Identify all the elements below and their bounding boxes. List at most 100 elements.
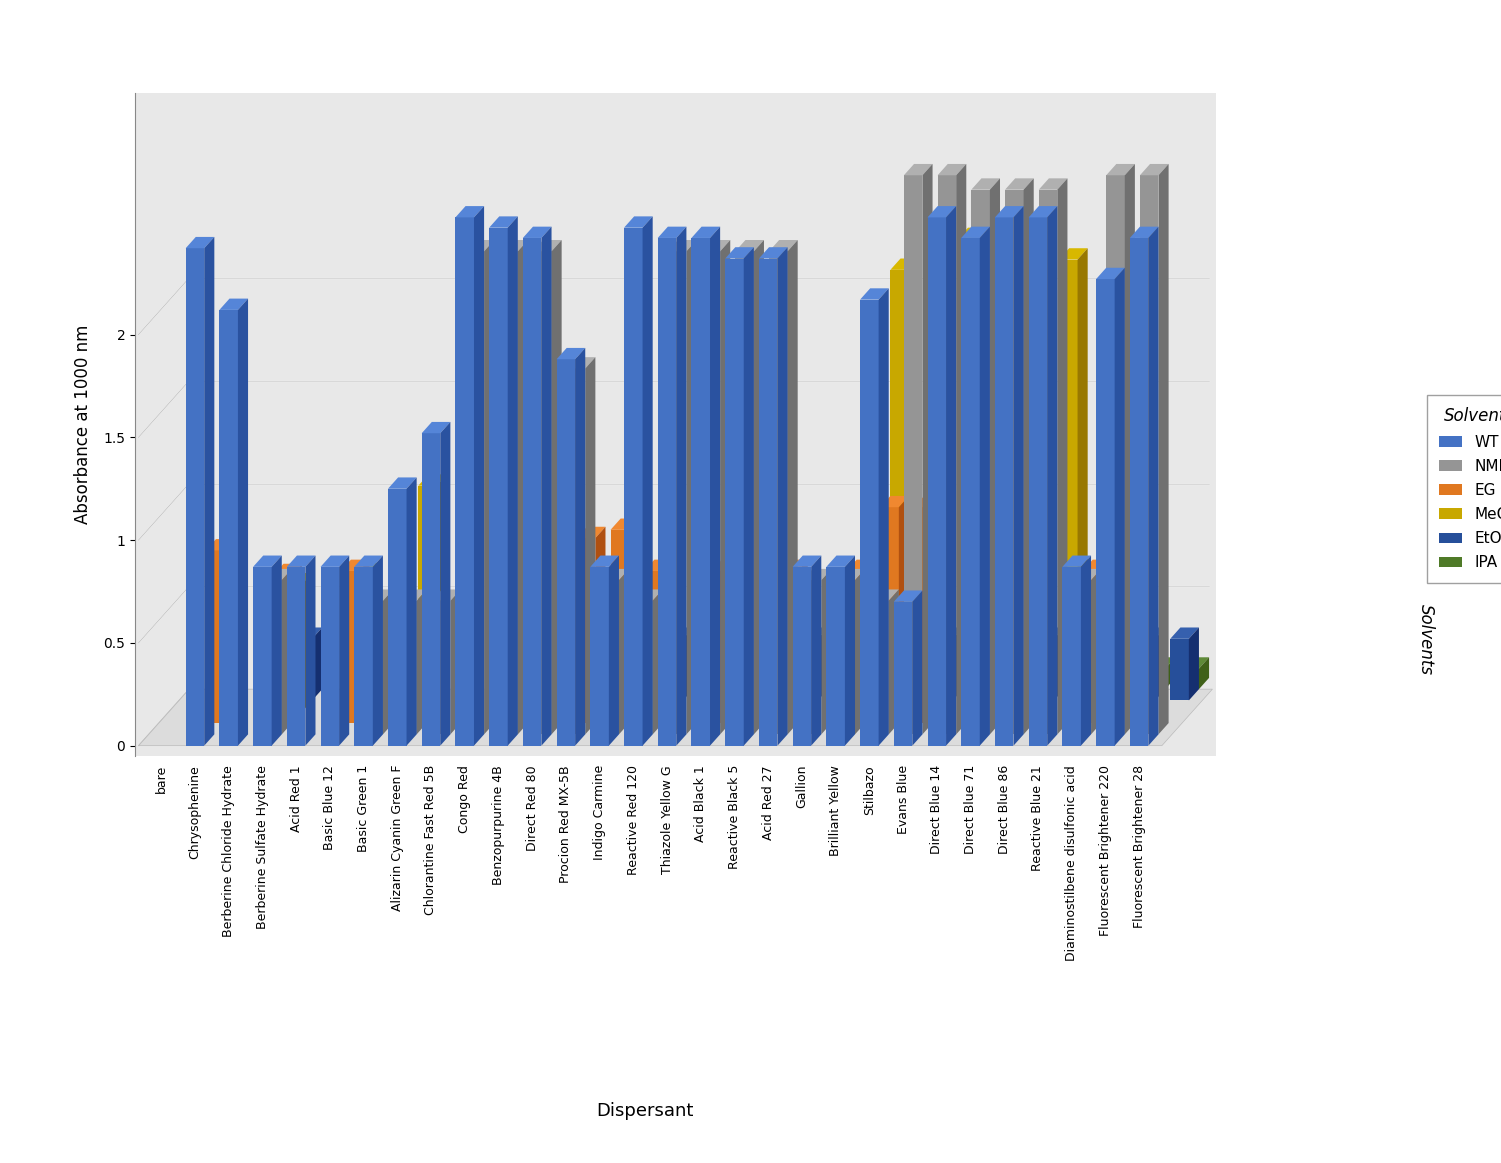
- Polygon shape: [793, 566, 811, 745]
- Polygon shape: [390, 657, 399, 690]
- Polygon shape: [809, 669, 829, 690]
- Polygon shape: [263, 580, 282, 734]
- Polygon shape: [407, 478, 417, 745]
- Polygon shape: [794, 657, 805, 690]
- Polygon shape: [563, 638, 582, 700]
- Polygon shape: [1079, 657, 1108, 669]
- Polygon shape: [657, 227, 686, 238]
- Polygon shape: [953, 628, 964, 700]
- Polygon shape: [932, 495, 943, 723]
- Polygon shape: [1060, 259, 1078, 712]
- Polygon shape: [573, 657, 602, 669]
- Polygon shape: [1013, 206, 1024, 745]
- Polygon shape: [557, 348, 585, 359]
- Polygon shape: [644, 559, 672, 571]
- Polygon shape: [239, 299, 248, 745]
- Polygon shape: [629, 519, 639, 723]
- Polygon shape: [746, 559, 775, 571]
- Polygon shape: [543, 548, 572, 558]
- Polygon shape: [1130, 227, 1159, 238]
- Polygon shape: [519, 486, 537, 712]
- Polygon shape: [551, 240, 561, 734]
- Polygon shape: [995, 206, 1024, 217]
- Polygon shape: [1097, 657, 1108, 690]
- Polygon shape: [701, 251, 720, 734]
- Polygon shape: [821, 569, 832, 734]
- Polygon shape: [321, 566, 339, 745]
- Polygon shape: [944, 669, 964, 690]
- Polygon shape: [573, 669, 591, 690]
- Polygon shape: [282, 569, 291, 734]
- Polygon shape: [803, 569, 832, 580]
- Polygon shape: [901, 638, 919, 700]
- Polygon shape: [626, 657, 636, 690]
- Polygon shape: [303, 657, 332, 669]
- Polygon shape: [961, 227, 989, 238]
- Polygon shape: [455, 206, 485, 217]
- Polygon shape: [911, 669, 929, 690]
- Polygon shape: [735, 251, 754, 734]
- Polygon shape: [204, 237, 215, 745]
- Polygon shape: [668, 240, 696, 251]
- Polygon shape: [186, 237, 215, 248]
- Polygon shape: [764, 559, 775, 723]
- Polygon shape: [754, 240, 764, 734]
- Polygon shape: [419, 475, 447, 486]
- Polygon shape: [992, 505, 1021, 516]
- Polygon shape: [913, 591, 923, 745]
- Polygon shape: [833, 638, 851, 700]
- Polygon shape: [911, 657, 940, 669]
- Polygon shape: [359, 559, 369, 723]
- Polygon shape: [698, 628, 726, 638]
- Polygon shape: [500, 240, 528, 251]
- Polygon shape: [642, 216, 653, 745]
- Polygon shape: [1096, 267, 1124, 279]
- Polygon shape: [934, 628, 964, 638]
- Polygon shape: [914, 507, 932, 723]
- Text: Dispersant: Dispersant: [597, 1103, 693, 1120]
- Polygon shape: [904, 164, 932, 176]
- Polygon shape: [866, 628, 896, 638]
- Polygon shape: [600, 569, 629, 580]
- Polygon shape: [818, 628, 829, 700]
- Polygon shape: [886, 628, 896, 700]
- Polygon shape: [186, 248, 204, 745]
- Polygon shape: [1112, 657, 1142, 669]
- Polygon shape: [928, 217, 946, 745]
- Polygon shape: [1036, 628, 1064, 638]
- Polygon shape: [500, 251, 518, 734]
- Polygon shape: [845, 556, 856, 745]
- Polygon shape: [533, 240, 561, 251]
- Polygon shape: [1189, 628, 1199, 700]
- Polygon shape: [1054, 628, 1064, 700]
- Polygon shape: [1199, 657, 1210, 690]
- Polygon shape: [440, 422, 450, 745]
- Polygon shape: [847, 571, 865, 723]
- Polygon shape: [339, 556, 350, 745]
- Polygon shape: [272, 556, 282, 745]
- Polygon shape: [997, 657, 1007, 690]
- Polygon shape: [605, 593, 615, 712]
- Polygon shape: [878, 288, 889, 745]
- Polygon shape: [362, 638, 380, 700]
- Polygon shape: [711, 559, 740, 571]
- Polygon shape: [1036, 638, 1054, 700]
- Polygon shape: [800, 628, 829, 638]
- Polygon shape: [769, 251, 788, 734]
- Polygon shape: [1039, 190, 1057, 734]
- Polygon shape: [1073, 580, 1091, 734]
- Polygon shape: [899, 495, 910, 723]
- Polygon shape: [992, 516, 1010, 712]
- Polygon shape: [1025, 217, 1054, 229]
- Y-axis label: Absorbance at 1000 nm: Absorbance at 1000 nm: [74, 324, 92, 525]
- Polygon shape: [1078, 248, 1088, 712]
- Polygon shape: [893, 591, 923, 601]
- Polygon shape: [620, 615, 639, 712]
- Polygon shape: [489, 228, 507, 745]
- Polygon shape: [958, 238, 976, 712]
- Polygon shape: [465, 251, 485, 734]
- Polygon shape: [576, 527, 605, 538]
- Polygon shape: [1001, 628, 1030, 638]
- Polygon shape: [1081, 556, 1091, 745]
- Polygon shape: [880, 495, 910, 507]
